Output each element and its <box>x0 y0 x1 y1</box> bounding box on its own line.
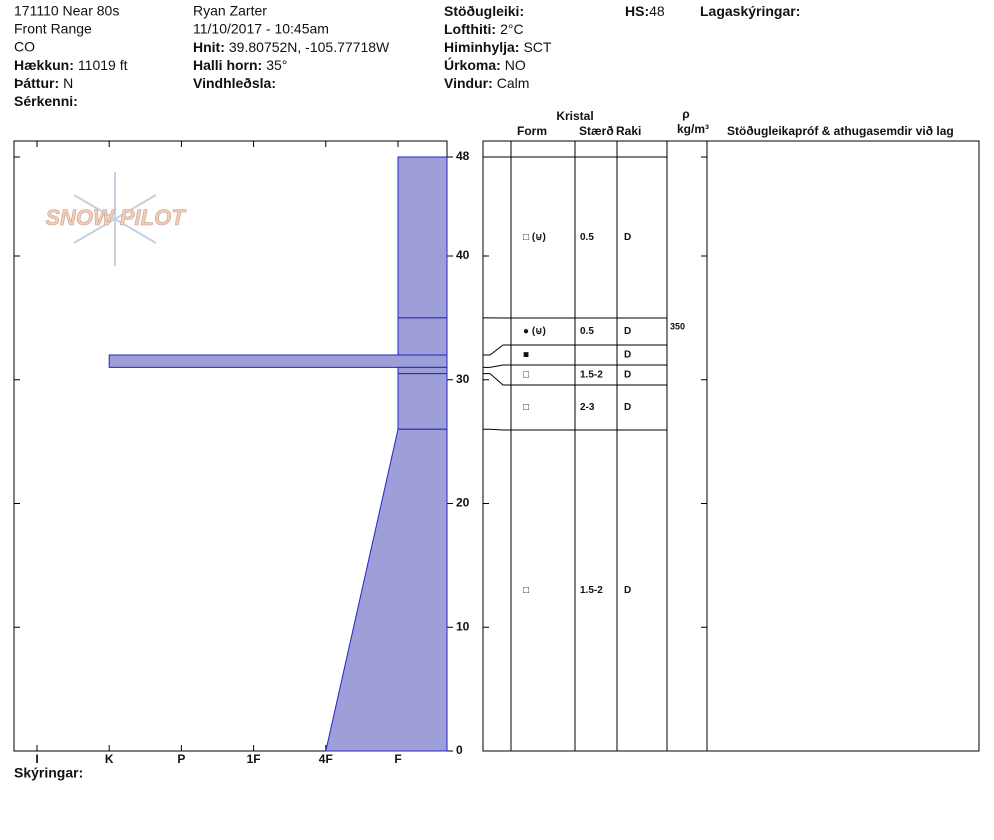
field-label: Hnit: <box>193 39 225 55</box>
moisture: D <box>624 402 631 413</box>
header-coords: Hnit: 39.80752N, -105.77718W <box>193 39 390 55</box>
field-value: Calm <box>497 75 530 91</box>
header-slope: Halli horn: 35° <box>193 57 287 73</box>
y-tick-label: 0 <box>456 743 463 757</box>
field-value: NO <box>505 57 526 73</box>
grain-size: 1.5-2 <box>580 585 603 596</box>
y-tick-label: 10 <box>456 619 470 633</box>
header-hs: HS:48 <box>625 3 665 19</box>
field-value: 39.80752N, -105.77718W <box>229 39 390 55</box>
layer-boundary <box>483 364 667 368</box>
field-label: Vindhleðsla: <box>193 75 276 91</box>
field-value: 48 <box>649 3 665 19</box>
field-label: Halli horn: <box>193 57 262 73</box>
field-label: Þáttur: <box>14 75 59 91</box>
header-moisture: Raki <box>616 124 641 138</box>
header-elevation: Hækkun: 11019 ft <box>14 57 128 73</box>
header-size: Stærð <box>579 124 614 138</box>
field-label: Úrkoma: <box>444 56 501 73</box>
grain-form: □ <box>523 585 529 596</box>
header-wind: Vindur: Calm <box>444 75 529 91</box>
header-air_temp: Lofthiti: 2°C <box>444 21 524 37</box>
header-stability: Stöðugleiki: <box>444 3 524 19</box>
field-label: HS: <box>625 3 649 19</box>
header-tests: Stöðugleikapróf & athugasemdir við lag <box>727 124 954 138</box>
layer <box>397 317 448 356</box>
moisture: D <box>624 326 631 337</box>
y-tick-label: 20 <box>456 496 470 510</box>
layer-boundary <box>483 428 667 431</box>
field-value: N <box>63 75 73 91</box>
field-label: Lofthiti: <box>444 21 496 37</box>
grain-form: □ <box>523 402 529 413</box>
field-value: 2°C <box>500 21 524 37</box>
field-label: Himinhylja: <box>444 39 519 55</box>
moisture: D <box>624 232 631 243</box>
grain-form: □ <box>523 370 529 381</box>
header-precip: Úrkoma: NO <box>444 56 526 73</box>
logo <box>73 172 157 266</box>
x-tick-label: K <box>105 752 114 766</box>
x-tick-label: I <box>35 752 38 766</box>
layer <box>108 354 448 368</box>
logo-text: SNOW PILOT <box>45 205 186 230</box>
moisture: D <box>624 370 631 381</box>
field-label: Stöðugleiki: <box>444 3 524 19</box>
grain-form: □ (⊍) <box>523 232 546 243</box>
layer <box>397 156 448 319</box>
field-label: Sérkenni: <box>14 93 78 109</box>
moisture: D <box>624 350 631 361</box>
layer <box>325 428 448 752</box>
y-tick-label: 30 <box>456 372 470 386</box>
footer-label: Skýringar: <box>14 765 83 781</box>
grain-size: 0.5 <box>580 326 594 337</box>
grain-form: ■ <box>523 350 529 361</box>
grain-size: 1.5-2 <box>580 370 603 381</box>
density: 350 <box>670 321 685 331</box>
header-features: Sérkenni: <box>14 93 78 109</box>
field-label: Vindur: <box>444 75 493 91</box>
table-frame <box>482 140 980 752</box>
field-label: Hækkun: <box>14 57 74 73</box>
header-aspect: Þáttur: N <box>14 75 73 91</box>
header-range: Front Range <box>14 21 92 37</box>
header-layer_notes: Lagaskýringar: <box>700 3 800 19</box>
header-form: Form <box>517 124 547 138</box>
header-sky: Himinhylja: SCT <box>444 39 552 55</box>
grain-size: 0.5 <box>580 232 594 243</box>
x-tick-label: 4F <box>319 752 333 766</box>
x-tick-label: 1F <box>247 752 261 766</box>
field-value: SCT <box>523 39 551 55</box>
header-density-unit: kg/m³ <box>677 122 709 136</box>
header-datetime: 11/10/2017 - 10:45am <box>193 21 329 37</box>
header-crystal: Kristal <box>556 109 593 123</box>
x-tick-label: P <box>177 752 185 766</box>
grain-size: 2-3 <box>580 402 595 413</box>
y-tick-label: 40 <box>456 248 470 262</box>
x-tick-label: F <box>394 752 401 766</box>
field-label: Lagaskýringar: <box>700 3 800 19</box>
y-tick-label: 48 <box>456 149 470 163</box>
header-rho: ρ <box>682 107 689 121</box>
table-columns <box>510 141 708 751</box>
header-state: CO <box>14 39 35 55</box>
header-site: 171110 Near 80s <box>14 3 119 19</box>
layer <box>397 366 448 375</box>
field-value: 11019 ft <box>78 57 128 73</box>
layer-boundary <box>483 373 667 386</box>
layer-boundary <box>483 344 667 356</box>
header-observer: Ryan Zarter <box>193 3 267 19</box>
field-value: 35° <box>266 57 287 73</box>
header-wind_loading: Vindhleðsla: <box>193 75 276 91</box>
layer <box>397 373 448 430</box>
grain-form: ● (⊍) <box>523 326 546 337</box>
moisture: D <box>624 585 631 596</box>
